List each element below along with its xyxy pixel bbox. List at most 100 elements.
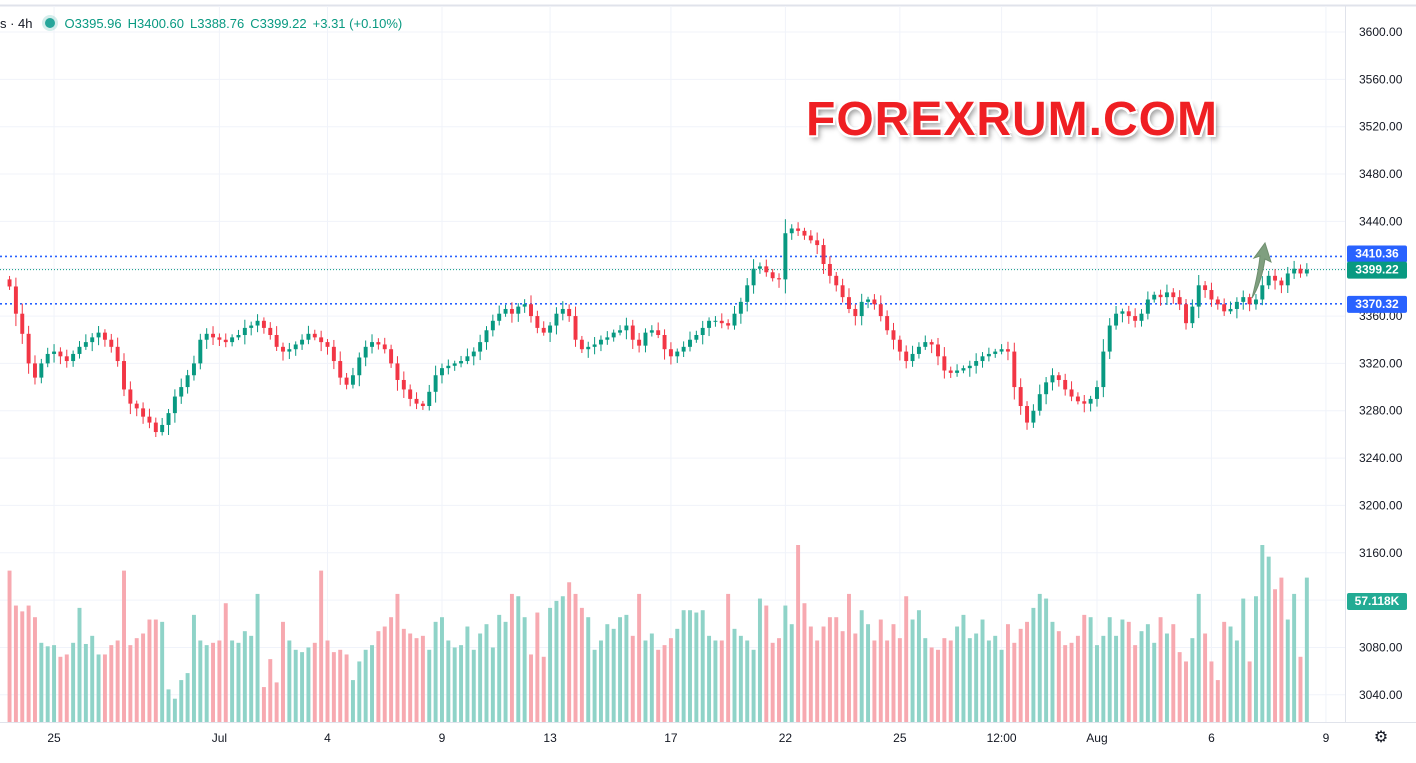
volume-bar <box>509 593 514 722</box>
support-price-badge[interactable]: 3370.32 <box>1347 295 1407 313</box>
candle-body <box>1203 285 1208 291</box>
candle-body <box>948 370 953 373</box>
volume-bar <box>840 631 845 722</box>
volume-bar <box>1012 642 1017 722</box>
symbol-label[interactable]: s · 4h <box>0 15 33 31</box>
volume-bar <box>726 593 731 722</box>
volume-bar <box>1095 645 1099 722</box>
volume-bar <box>643 640 648 722</box>
candle-body <box>33 363 37 378</box>
candle-body <box>745 285 750 302</box>
candle-body <box>7 279 12 287</box>
volume-bar <box>783 605 788 722</box>
volume-value-badge[interactable]: 57.118K <box>1347 593 1407 610</box>
volume-bar <box>52 645 57 722</box>
volume-bar <box>287 640 292 722</box>
candle-body <box>872 299 877 305</box>
volume-bar <box>916 610 921 722</box>
candle-body <box>929 342 934 345</box>
candle-body <box>649 330 654 333</box>
volume-bar <box>605 624 610 722</box>
candle-body <box>1114 313 1119 326</box>
candle-body <box>980 356 985 362</box>
volume-bar <box>598 640 603 722</box>
candle-body <box>96 332 101 338</box>
candle-body <box>999 349 1004 352</box>
volume-bar <box>592 649 597 722</box>
volume-bar <box>58 656 63 722</box>
volume-bar <box>1292 593 1297 722</box>
candle-body <box>363 346 368 358</box>
candle-body <box>1056 375 1061 380</box>
candle-body <box>726 323 731 326</box>
volume-bar <box>1285 619 1290 722</box>
volume-bar <box>649 633 654 722</box>
candle-body <box>1164 292 1169 298</box>
candle-body <box>1292 268 1297 274</box>
watermark-text: FOREXRUM.COM <box>806 93 1218 146</box>
volume-bar <box>815 640 820 722</box>
last-price-badge[interactable]: 3399.22 <box>1347 261 1407 279</box>
candle-body <box>128 389 133 404</box>
level-lines <box>0 255 1345 305</box>
volume-bar <box>700 610 705 722</box>
volume-bar <box>535 612 540 722</box>
candle-body <box>751 268 756 286</box>
volume-bar <box>516 596 521 722</box>
candle-body <box>338 361 343 378</box>
volume-bar <box>166 689 171 722</box>
volume-bar <box>1158 617 1163 722</box>
volume-bar <box>1101 635 1106 722</box>
candle-body <box>191 363 196 376</box>
time-axis[interactable]: 25 Jul 4 9 13 17 22 25 12:00 Aug 6 9 <box>0 722 1416 746</box>
candle-body <box>58 351 63 357</box>
volume-bar <box>255 593 260 722</box>
candle-body <box>1279 280 1284 286</box>
price-axis[interactable]: 3040.003080.003120.003160.003200.003240.… <box>1345 6 1408 722</box>
volume-bar <box>681 610 686 722</box>
volume-bar <box>77 607 82 722</box>
volume-bar <box>344 654 349 722</box>
candle-body <box>509 308 514 314</box>
volume-bar <box>827 617 832 722</box>
candle-body <box>300 339 305 345</box>
volume-bar <box>789 624 794 722</box>
candle-body <box>1088 398 1093 404</box>
candle-body <box>910 353 915 362</box>
candle-body <box>535 316 540 328</box>
candle-body <box>179 387 184 397</box>
volume-bar <box>433 621 438 722</box>
candle-body <box>306 333 311 340</box>
candle-body <box>554 313 559 326</box>
candle-body <box>382 344 387 350</box>
settings-gear-icon[interactable]: ⚙ <box>1373 729 1389 746</box>
candle-body <box>503 308 508 314</box>
candle-body <box>611 332 616 338</box>
candle-body <box>675 351 680 357</box>
resistance-price-badge[interactable]: 3410.36 <box>1347 245 1407 263</box>
volume-bar <box>624 614 629 722</box>
volume-bar <box>1063 645 1068 722</box>
candle-body <box>656 330 661 336</box>
candle-body <box>1184 304 1188 324</box>
candle-body <box>859 301 864 317</box>
candle-body <box>993 351 998 354</box>
volume-bar <box>986 640 991 722</box>
volume-bar <box>204 645 209 722</box>
candle-body <box>420 403 425 407</box>
candle-body <box>866 299 871 302</box>
candle-body <box>630 325 635 340</box>
candle-body <box>109 339 114 347</box>
candle-body <box>1120 311 1125 314</box>
open-value: O3395.96 <box>64 15 122 31</box>
volume-bar <box>1222 621 1227 722</box>
volume-bar <box>122 570 126 722</box>
candle-body <box>147 416 152 423</box>
candle-body <box>605 337 610 340</box>
volume-bar <box>440 617 444 722</box>
candle-body <box>1177 297 1182 305</box>
price-tick-label: 3440.00 <box>1359 214 1403 228</box>
volume-bar <box>668 638 673 722</box>
